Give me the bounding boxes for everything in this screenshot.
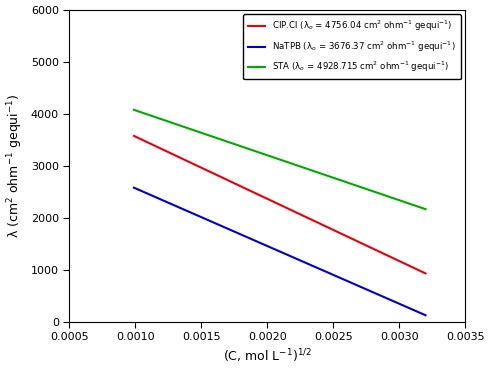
X-axis label: (C, mol L$^{-1}$)$^{1/2}$: (C, mol L$^{-1}$)$^{1/2}$	[223, 348, 312, 365]
Legend: CIP.Cl (λ$_o$ = 4756.04 cm$^2$ ohm$^{-1}$ gequi$^{-1}$), NaTPB (λ$_o$ = 3676.37 : CIP.Cl (λ$_o$ = 4756.04 cm$^2$ ohm$^{-1}…	[243, 14, 461, 79]
Y-axis label: λ (cm$^2$ ohm$^{-1}$ gequi$^{-1}$): λ (cm$^2$ ohm$^{-1}$ gequi$^{-1}$)	[5, 93, 25, 238]
